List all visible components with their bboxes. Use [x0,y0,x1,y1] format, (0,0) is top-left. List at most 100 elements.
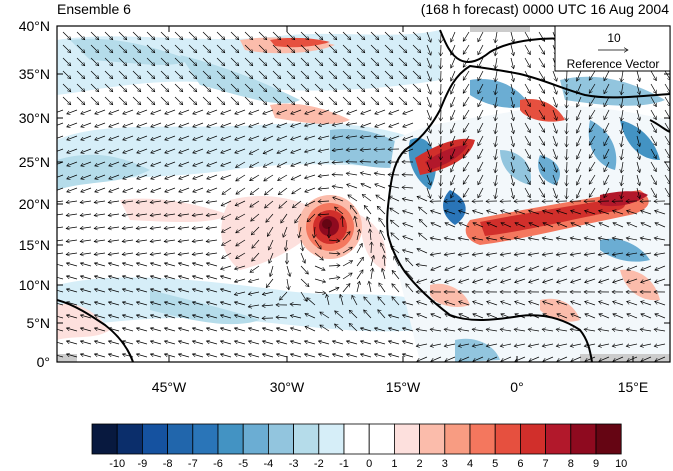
wind-vector [179,174,190,179]
wind-vector [249,109,260,114]
wind-vector [538,83,545,93]
wind-vector [478,109,484,120]
wind-vector [543,301,554,306]
wind-vector [627,278,638,283]
wind-vector [164,240,176,242]
wind-vector [332,354,344,358]
wind-vector [585,223,596,228]
wind-vector [361,109,372,114]
wind-vector [318,354,330,358]
wind-vector [222,239,232,246]
colorbar-swatch [167,423,194,455]
wind-vector [286,57,295,66]
wind-vector [248,315,260,319]
wind-vector [192,289,204,293]
wind-vector [445,356,456,361]
wind-vector [384,44,393,53]
wind-vector [192,227,204,229]
wind-vector [557,314,568,319]
wind-vector [571,211,582,215]
wind-vector [164,214,176,216]
wind-vector [487,301,498,306]
wind-vector [263,148,274,154]
wind-vector [137,148,148,153]
wind-vector [478,187,484,198]
wind-vector [370,255,374,267]
colorbar-label: 6 [517,458,523,470]
wind-vector [66,240,78,242]
wind-vector [270,265,274,277]
wind-vector [370,96,379,105]
wind-vector [272,57,281,66]
wind-vector [136,240,148,242]
wind-vector [137,174,148,179]
wind-vector [266,213,274,222]
wind-vector [621,83,623,95]
wind-vector [557,211,568,215]
wind-vector [95,109,106,114]
wind-vector [206,302,218,306]
wind-vector [348,195,358,202]
wind-vector [650,148,656,159]
wind-vector [122,253,134,255]
wind-vector [276,328,288,332]
wind-vector [495,122,497,134]
wind-vector [346,341,358,345]
wind-vector [108,328,120,332]
wind-vector [269,239,274,250]
colorbar-swatch [318,423,345,455]
wind-vector [57,122,64,126]
wind-vector [221,265,232,269]
wind-vector [295,213,302,223]
wind-vector [524,122,530,133]
wind-vector [188,57,197,66]
wind-vector [557,265,568,270]
wind-vector [160,96,169,105]
wind-vector [235,213,246,219]
wind-vector [332,341,344,345]
wind-vector [57,161,64,165]
wind-vector [538,31,545,41]
wind-vector [556,344,568,346]
wind-vector [426,31,431,42]
wind-vector [598,329,610,331]
wind-vector [430,253,442,255]
wind-vector [263,122,274,127]
wind-vector [76,96,85,105]
wind-vector [150,328,162,332]
wind-vector [244,57,253,66]
lat-label: 15°N [19,237,50,253]
wind-vector [300,252,305,263]
wind-vector [391,246,400,254]
wind-vector [286,265,290,277]
wind-vector [627,223,638,228]
wind-vector [538,44,545,54]
wind-vector [398,57,407,66]
wind-vector [291,148,302,153]
wind-vector [654,329,666,331]
lon-label: 45°W [152,379,187,395]
wind-vector [356,31,365,40]
wind-vector [412,83,421,92]
wind-vector [80,354,92,358]
wind-vector [160,83,169,92]
wind-vector [300,83,309,92]
wind-vector [426,148,431,159]
wind-vector [90,83,99,92]
wind-vector [301,239,303,251]
wind-vector [585,265,596,270]
wind-vector [146,70,155,79]
wind-vector [641,301,652,306]
wind-vector [122,354,134,358]
wind-vector [263,109,274,114]
wind-vector [300,265,308,274]
lon-label: 0° [510,379,523,395]
wind-vector [342,70,351,79]
wind-vector [188,96,197,105]
wind-vector [426,135,431,146]
wind-vector [221,174,232,179]
wind-vector [307,298,316,306]
wind-vector [104,70,113,79]
wind-vector [305,135,316,139]
wind-vector [318,188,330,189]
